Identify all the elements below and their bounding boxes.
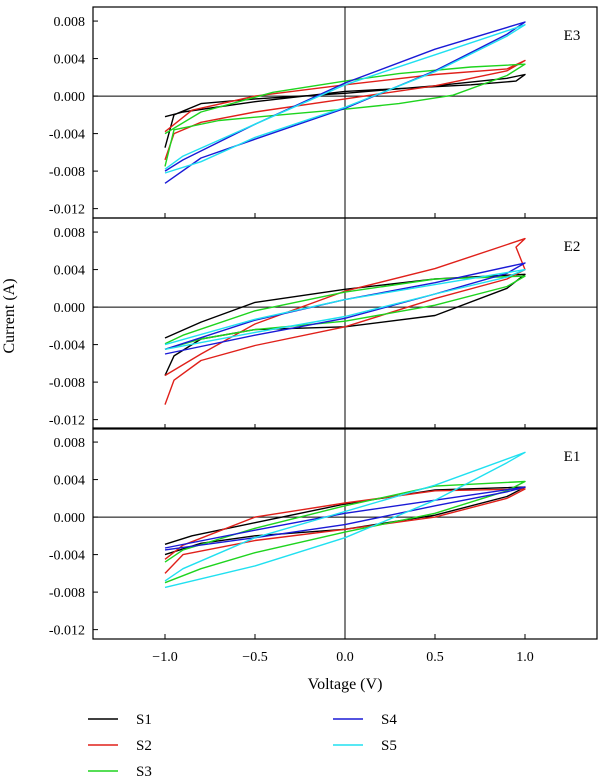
y-tick-label: -0.004 [49,549,85,564]
x-tick-label: 1.0 [516,650,534,665]
legend-label: S5 [381,738,397,754]
x-tick-label: 0.5 [426,650,444,665]
panels: 0.0080.0040.000-0.004-0.008-0.012E30.008… [49,6,598,665]
legend-item-s3: S3 [88,764,152,780]
y-tick-label: -0.012 [49,203,85,218]
y-tick-label: 0.004 [54,474,86,489]
x-tick-label: 0.0 [336,650,354,665]
y-tick-label: 0.004 [54,53,86,68]
y-tick-label: 0.000 [54,90,86,105]
panel-e1: 0.008 0.004 0.000 -0.004 -0.008 -0.012 E1 [49,427,598,640]
y-axis-title: Current (A) [1,278,18,353]
x-tick-labels: −1.0 −0.5 0.0 0.5 1.0 [152,650,533,665]
legend-label: S4 [381,712,397,728]
legend-label: S2 [136,738,152,754]
legend: S1 S2 S3 S4 S5 [88,712,397,780]
y-tick-label: -0.012 [49,624,85,639]
y-tick-label: -0.008 [49,586,85,601]
series-s3-line [164,63,526,167]
legend-item-s2: S2 [88,738,152,754]
series-s5-line [164,24,526,174]
x-tick-label: −1.0 [152,650,177,665]
legend-label: S3 [136,764,152,780]
legend-item-s4: S4 [333,712,397,728]
y-tick-label: 0.000 [54,301,86,316]
panel-label: E1 [564,449,581,465]
y-tick-label: -0.004 [49,339,85,354]
panel-label: E3 [564,28,581,44]
y-tick-label: -0.012 [49,414,85,429]
y-tick-label: -0.008 [49,165,85,180]
panel-label: E2 [564,239,581,255]
y-tick-label: 0.008 [54,226,86,241]
y-tick-label: 0.008 [54,436,86,451]
legend-item-s5: S5 [333,738,397,754]
series-s1-line [164,73,526,148]
y-tick-label: -0.008 [49,376,85,391]
legend-label: S1 [136,712,152,728]
y-tick-label: -0.004 [49,128,85,143]
series-s5-line [164,268,526,350]
panel-e3: 0.008 0.004 0.000 -0.004 -0.008 -0.012 E3 [49,6,598,219]
x-tick-label: −0.5 [242,650,267,665]
y-tick-label: 0.008 [54,15,86,30]
series-s5-line [164,451,526,589]
series-s3-line [164,275,526,350]
y-tick-label: 0.000 [54,511,86,526]
series-s4-line [164,486,526,551]
series-s1-line [164,486,526,556]
series-s2-line [164,59,526,161]
x-axis-title: Voltage (V) [308,676,383,693]
legend-item-s1: S1 [88,712,152,728]
panel-e2: 0.008 0.004 0.000 -0.004 -0.008 -0.012 E2 [49,217,598,430]
y-tick-label: 0.004 [54,264,86,279]
